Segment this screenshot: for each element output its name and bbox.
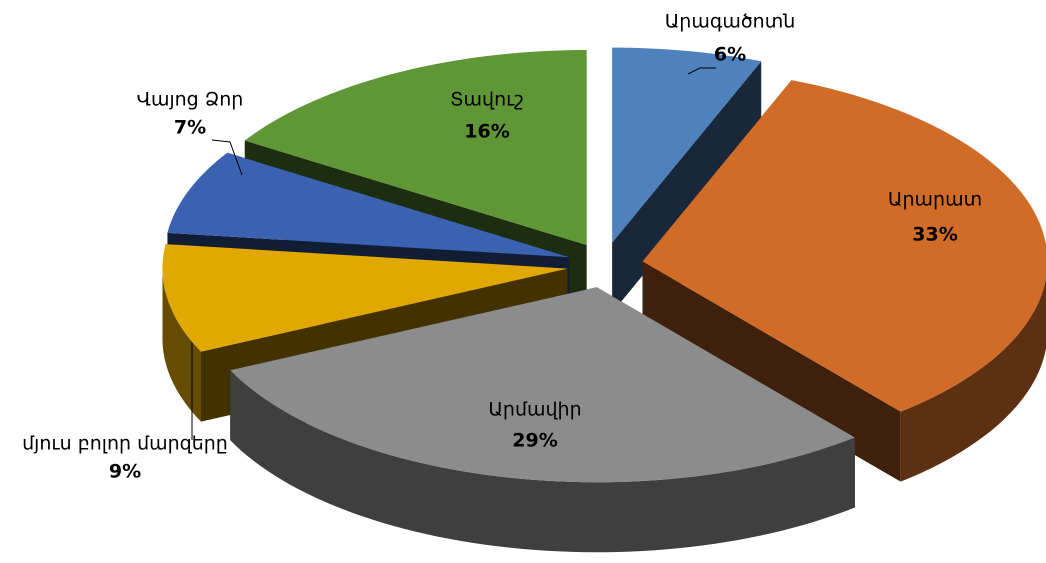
leader-line <box>211 139 243 176</box>
slice-label: Արմավիր <box>488 399 581 421</box>
slice-label: Արագածոտն <box>665 11 796 33</box>
slice-wall <box>162 266 202 422</box>
slice <box>167 152 570 258</box>
slice <box>612 47 762 243</box>
slice <box>230 287 855 483</box>
slice-wall <box>900 278 1046 482</box>
slice-label: մյուս բոլոր մարզերը <box>22 433 228 455</box>
slice-value-label: 29% <box>512 430 557 452</box>
slice-wall <box>230 370 855 553</box>
slice-value-label: 7% <box>174 117 206 139</box>
slice <box>162 244 568 352</box>
slice-value-label: 9% <box>109 461 141 483</box>
slice-side <box>612 61 762 313</box>
slice <box>642 80 1046 412</box>
slice-label: Վայոց Ձոր <box>137 89 244 111</box>
slice-value-label: 33% <box>912 224 957 246</box>
slice-label: Արարատ <box>888 189 982 211</box>
slice-value-label: 16% <box>464 121 509 143</box>
slice-label: Տավուշ <box>450 89 524 111</box>
slice <box>244 50 587 246</box>
slice-value-label: 6% <box>714 44 746 66</box>
leader-line <box>687 67 716 75</box>
